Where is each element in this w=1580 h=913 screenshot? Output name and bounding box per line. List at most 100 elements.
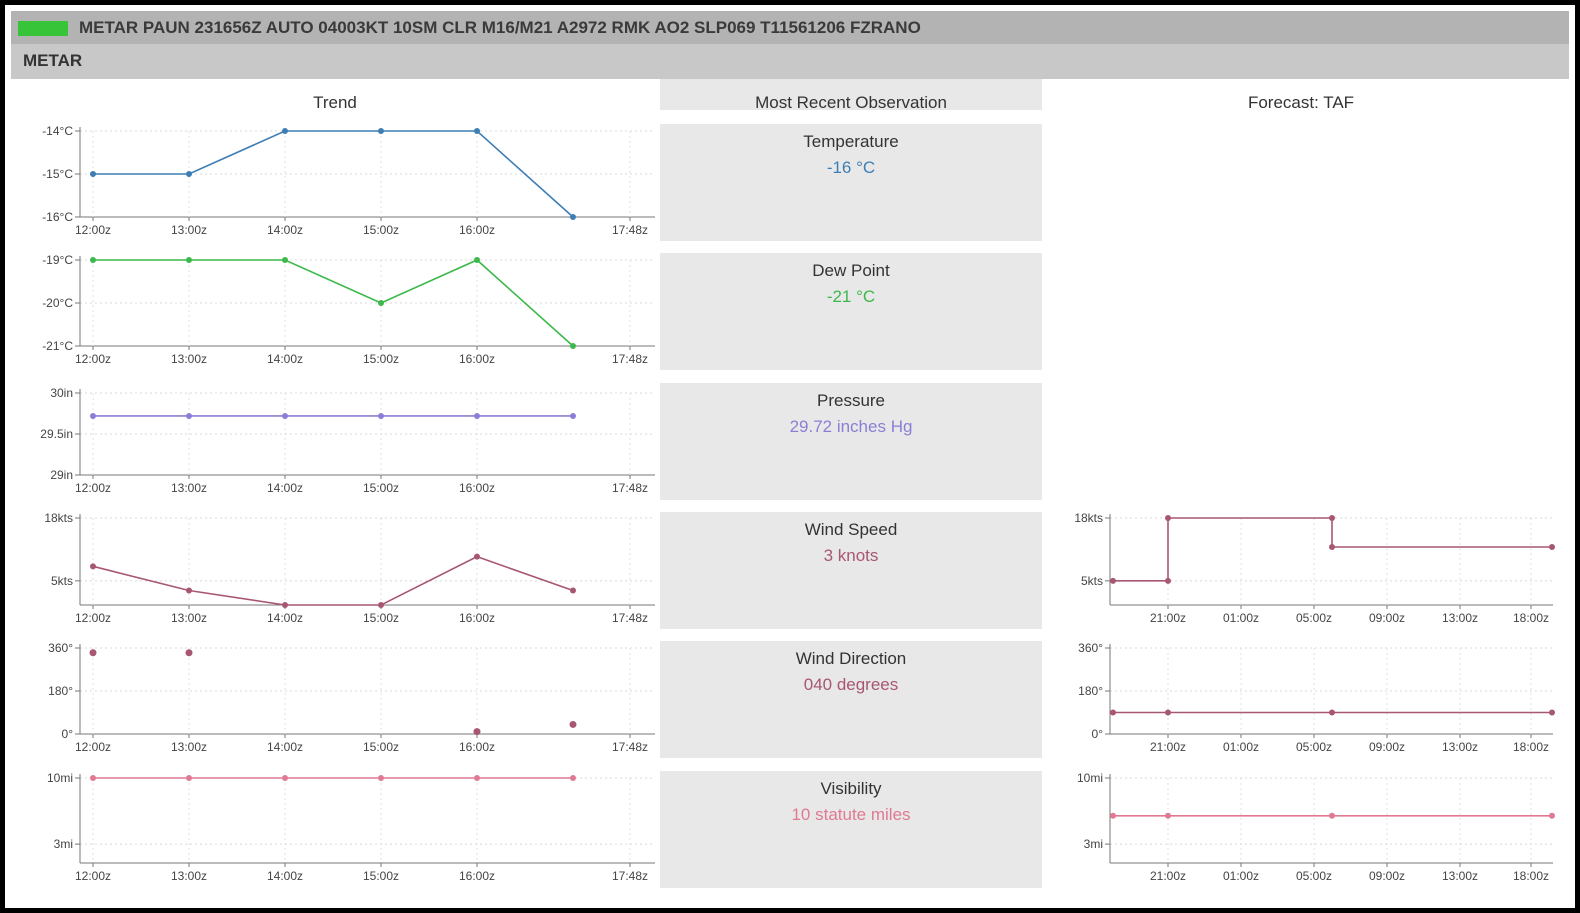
observation-label: Pressure: [816, 391, 886, 410]
x-tick-label: 13:00z: [171, 740, 207, 754]
data-point: [473, 728, 481, 736]
data-point: [1549, 812, 1555, 819]
chart-taf-windspeed: 18kts 5kts 21:00z 01:00z 05:00z 09:00z 13:00z 1…: [1074, 511, 1555, 625]
observation-value: -16 °C: [826, 158, 876, 177]
data-point: [1549, 544, 1555, 550]
observation-label: Dew Point: [812, 261, 890, 280]
y-tick-label: 30in: [50, 386, 73, 400]
series-line: [92, 555, 574, 606]
x-tick-label: 13:00z: [1442, 740, 1478, 754]
x-tick-label: 21:00z: [1150, 740, 1186, 754]
observation-label: Wind Direction: [795, 649, 907, 668]
x-tick-label: 13:00z: [1442, 611, 1478, 625]
x-tick-label: 16:00z: [459, 611, 495, 625]
data-point: [474, 257, 480, 263]
x-tick-label: 01:00z: [1223, 869, 1259, 883]
data-point: [1165, 515, 1171, 521]
data-point: [474, 553, 480, 560]
x-tick-label: 21:00z: [1150, 869, 1186, 883]
y-tick-label: 18kts: [44, 511, 73, 525]
data-point: [1165, 709, 1171, 716]
observation-value: 3 knots: [823, 546, 879, 565]
x-tick-label: 15:00z: [363, 740, 399, 754]
x-tick-label: 16:00z: [459, 869, 495, 883]
status-indicator: [18, 21, 68, 36]
data-point: [1549, 709, 1555, 716]
data-point: [1329, 544, 1335, 550]
data-point: [282, 602, 288, 608]
observation-value: -21 °C: [826, 287, 876, 306]
data-point: [378, 300, 384, 306]
data-point: [282, 257, 288, 263]
x-tick-label: 15:00z: [363, 481, 399, 495]
y-tick-label: -19°C: [42, 253, 73, 267]
x-tick-label: 12:00z: [75, 481, 111, 495]
data-point: [378, 775, 384, 781]
x-tick-label: 12:00z: [75, 869, 111, 883]
observation-label: Temperature: [803, 132, 899, 151]
data-point: [474, 775, 480, 781]
x-tick-label: 13:00z: [171, 869, 207, 883]
data-point: [1329, 515, 1335, 521]
y-tick-label: 3mi: [54, 837, 73, 851]
x-tick-label: 13:00z: [171, 481, 207, 495]
section-header[interactable]: METAR: [11, 44, 1569, 79]
y-tick-label: 360°: [48, 641, 73, 655]
x-tick-label: 12:00z: [75, 740, 111, 754]
x-tick-label: 18:00z: [1513, 611, 1549, 625]
x-tick-label: 14:00z: [267, 869, 303, 883]
chart-taf-winddir: 360° 180° 0° 21:00z 01:00z 05:00z 09:00z 13:00z…: [1078, 641, 1555, 754]
data-point: [186, 412, 192, 419]
x-tick-label: 09:00z: [1369, 869, 1405, 883]
forecast-column-title: Forecast: TAF: [1247, 93, 1355, 112]
data-point: [90, 412, 96, 419]
observation-value: 10 statute miles: [791, 805, 911, 824]
x-tick-label: 16:00z: [459, 352, 495, 366]
data-point: [1329, 812, 1335, 819]
x-tick-label: 13:00z: [171, 611, 207, 625]
x-tick-label: 15:00z: [363, 352, 399, 366]
x-tick-label: 12:00z: [75, 352, 111, 366]
y-tick-label: 10mi: [1077, 771, 1103, 785]
x-tick-label: 17:48z: [612, 481, 648, 495]
observation-panel-pressure: Pressure 29.72 inches Hg: [660, 383, 1042, 500]
y-tick-label: -16°C: [42, 210, 73, 224]
observation-value: 040 degrees: [803, 675, 899, 694]
x-tick-label: 05:00z: [1296, 611, 1332, 625]
data-point: [1110, 709, 1116, 716]
x-tick-label: 09:00z: [1369, 611, 1405, 625]
y-tick-label: -20°C: [42, 296, 73, 310]
y-tick-label: 360°: [1078, 641, 1103, 655]
data-point: [1110, 812, 1116, 819]
x-tick-label: 14:00z: [267, 611, 303, 625]
x-tick-label: 17:48z: [612, 869, 648, 883]
y-tick-label: 10mi: [47, 771, 73, 785]
x-tick-label: 12:00z: [75, 611, 111, 625]
chart-trend-temperature: -14°C -15°C -16°C12:00z 13:00z 14:00z 15:00z 1…: [42, 124, 655, 237]
x-tick-label: 16:00z: [459, 740, 495, 754]
data-point: [89, 649, 97, 657]
data-point: [570, 587, 576, 594]
x-tick-label: 14:00z: [267, 223, 303, 237]
y-tick-label: 3mi: [1084, 837, 1103, 851]
observation-panel-temperature: Temperature -16 °C: [660, 124, 1042, 241]
x-tick-label: 05:00z: [1296, 869, 1332, 883]
y-tick-label: 180°: [1078, 684, 1103, 698]
data-point: [1329, 709, 1335, 716]
data-point: [378, 602, 384, 608]
x-tick-label: 17:48z: [612, 223, 648, 237]
x-tick-label: 14:00z: [267, 352, 303, 366]
x-tick-label: 09:00z: [1369, 740, 1405, 754]
chart-trend-dewpoint: -19°C -20°C -21°C12:00z 13:00z 14:00z 15:00z 1…: [42, 253, 655, 366]
data-point: [186, 775, 192, 781]
data-point: [90, 563, 96, 570]
chart-trend-visibility: 10mi 3mi 12:00z 13:00z 14:00z 15:00z 16:00z 17:…: [47, 771, 655, 883]
x-tick-label: 13:00z: [171, 352, 207, 366]
x-tick-label: 16:00z: [459, 481, 495, 495]
x-tick-label: 14:00z: [267, 740, 303, 754]
observation-value: 29.72 inches Hg: [789, 417, 913, 436]
y-tick-label: -21°C: [42, 339, 73, 353]
y-tick-label: 29.5in: [40, 427, 73, 441]
data-point: [570, 775, 576, 781]
